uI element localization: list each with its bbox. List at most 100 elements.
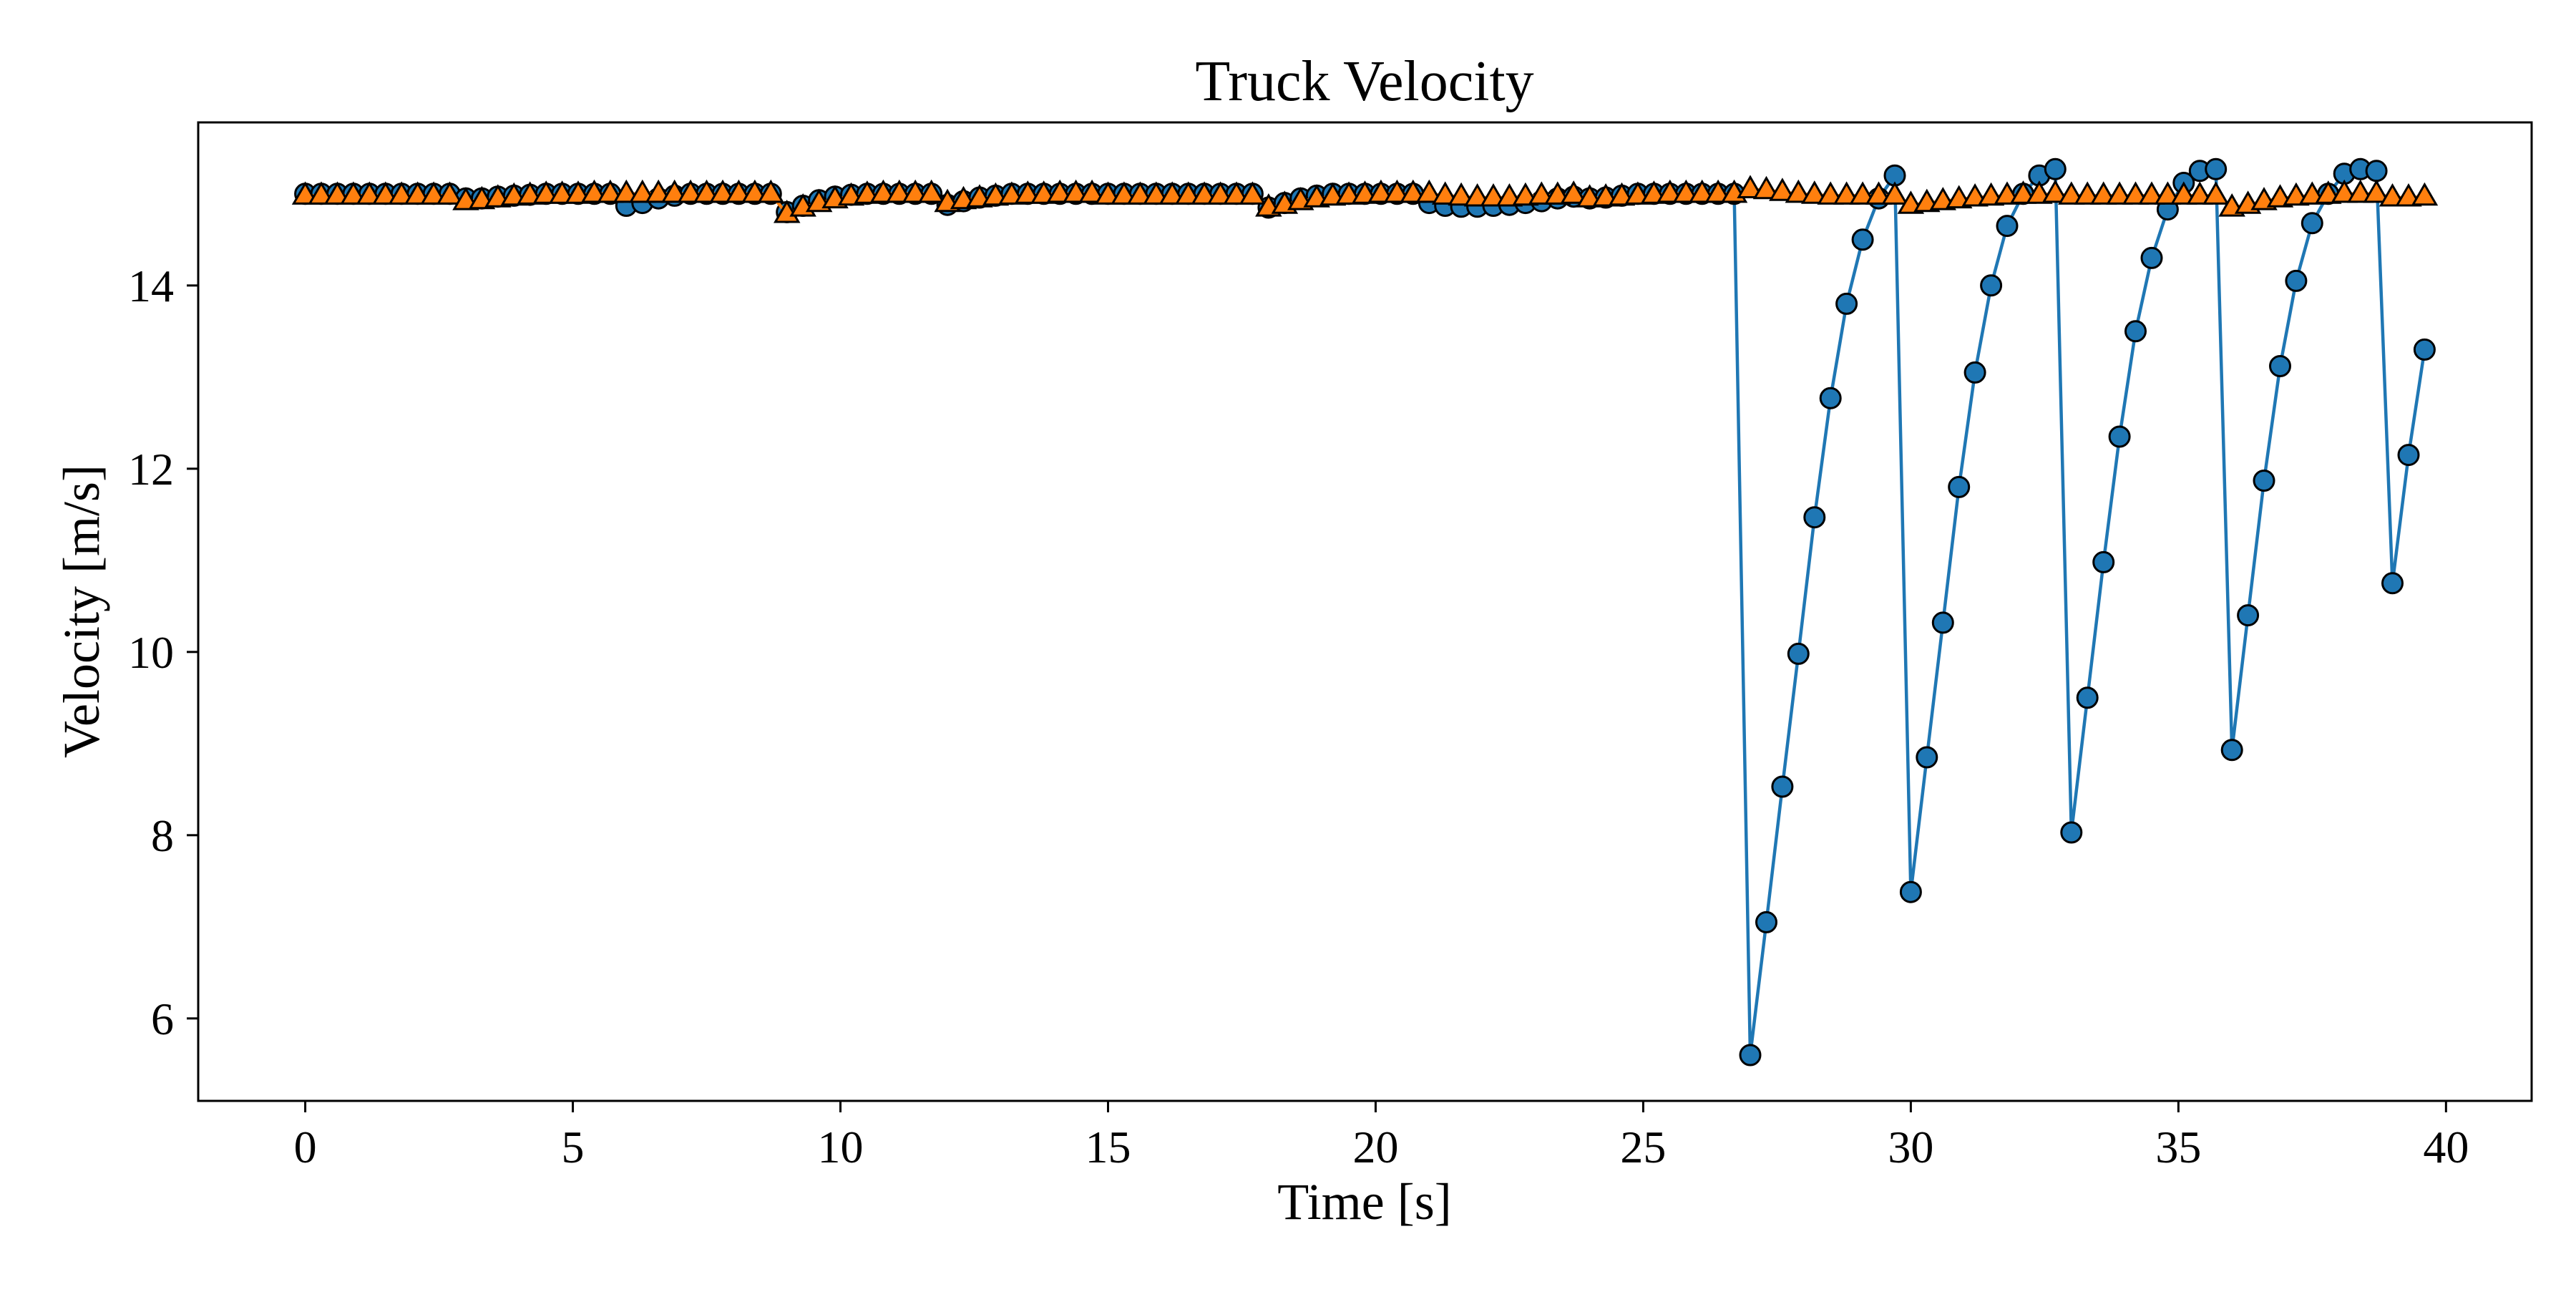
data-point	[2074, 181, 2102, 205]
data-point	[1819, 387, 1842, 409]
data-point	[1528, 181, 1556, 205]
x-tick-label: 25	[1620, 1122, 1666, 1172]
data-point	[1849, 181, 1876, 205]
x-tick-label: 10	[818, 1122, 864, 1172]
data-point	[869, 179, 897, 203]
y-axis: 6 8 10 12 14	[128, 261, 198, 1044]
data-point	[2301, 212, 2323, 235]
data-point	[1672, 179, 1699, 203]
data-point	[1916, 746, 1938, 769]
data-point	[1851, 228, 1874, 251]
data-point	[741, 179, 769, 203]
data-point	[1737, 175, 1764, 198]
data-point	[1739, 1044, 1762, 1067]
data-point	[2044, 157, 2067, 180]
data-point	[1560, 180, 1587, 204]
data-point	[1881, 181, 1908, 205]
data-point	[2411, 182, 2439, 206]
x-axis-label: Time [s]	[1277, 1173, 1451, 1230]
data-point	[1062, 179, 1090, 203]
data-point	[1948, 475, 1971, 498]
data-point	[886, 179, 913, 203]
data-point	[1191, 181, 1218, 205]
data-point	[404, 181, 431, 205]
data-point	[2041, 179, 2069, 203]
data-point	[1787, 642, 1810, 665]
data-point	[757, 179, 784, 203]
data-point	[693, 179, 721, 203]
data-point	[1835, 292, 1858, 315]
data-point	[2154, 181, 2182, 205]
data-point	[660, 179, 688, 203]
data-point	[1223, 181, 1250, 205]
y-tick-label: 14	[128, 261, 174, 311]
data-point	[1014, 180, 1042, 204]
data-point	[2363, 179, 2390, 203]
y-tick-label: 12	[128, 444, 174, 495]
data-point	[2060, 821, 2083, 844]
data-point	[388, 181, 416, 205]
data-point	[291, 181, 319, 205]
data-point	[356, 181, 384, 205]
data-point	[2076, 686, 2099, 709]
data-point	[2057, 181, 2085, 205]
data-point	[1367, 179, 1395, 203]
data-point	[1755, 910, 1777, 933]
data-point	[1865, 181, 1893, 205]
data-point	[2413, 338, 2436, 361]
data-point	[902, 179, 929, 203]
x-tick-label: 30	[1888, 1122, 1933, 1172]
data-point	[1111, 181, 1138, 205]
data-point	[725, 179, 753, 203]
data-point	[1158, 181, 1186, 205]
data-point	[2124, 320, 2147, 343]
data-point	[2220, 739, 2243, 762]
data-point	[2269, 355, 2291, 377]
data-point	[1833, 181, 1860, 205]
x-tick-label: 20	[1352, 1122, 1398, 1172]
data-point	[645, 179, 672, 203]
data-point	[1126, 181, 1154, 205]
data-point	[1046, 179, 1073, 203]
data-point	[1704, 179, 1732, 203]
data-point	[532, 180, 560, 204]
data-point	[2009, 180, 2037, 204]
data-point	[436, 181, 464, 205]
x-axis: 0 5 10 15 20 25 30 35 40	[294, 1101, 2469, 1172]
data-point	[2381, 572, 2404, 595]
data-point	[1817, 181, 1845, 205]
data-point	[1801, 180, 1828, 204]
x-tick-label: 40	[2423, 1122, 2469, 1172]
y-axis-label: Velocity [m/s]	[53, 465, 110, 758]
plot-area-frame	[197, 121, 2533, 1102]
data-point	[1206, 181, 1234, 205]
data-point	[1383, 179, 1411, 203]
data-point	[1785, 179, 1813, 203]
series-layer	[291, 157, 2439, 1067]
data-point	[420, 181, 447, 205]
data-point	[2285, 269, 2308, 292]
data-point	[548, 180, 576, 204]
data-point	[1415, 179, 1443, 203]
data-point	[2138, 181, 2165, 205]
data-point	[1803, 506, 1826, 529]
data-point	[1174, 181, 1202, 205]
series-2	[291, 175, 2439, 223]
data-point	[2237, 604, 2260, 627]
data-point	[2170, 181, 2197, 205]
data-point	[2397, 444, 2420, 467]
data-point	[597, 179, 624, 203]
x-tick-label: 0	[294, 1122, 317, 1172]
data-point	[2092, 550, 2115, 573]
y-tick-label: 8	[151, 810, 174, 861]
data-point	[613, 179, 640, 203]
x-tick-label: 5	[562, 1122, 585, 1172]
data-point	[1239, 181, 1267, 205]
data-point	[677, 179, 704, 203]
data-point	[629, 179, 656, 203]
data-point	[1963, 361, 1986, 384]
data-point	[2346, 179, 2374, 203]
